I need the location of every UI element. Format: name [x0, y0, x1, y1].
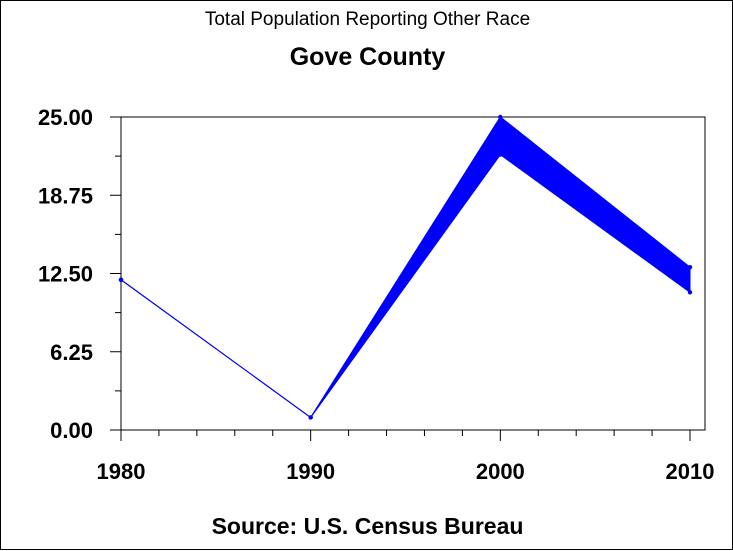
- x-axis: 1980 1990 2000 2010: [97, 430, 715, 484]
- data-point: [687, 265, 693, 270]
- source-note: Source: U.S. Census Bureau: [211, 513, 524, 539]
- data-point: [498, 114, 503, 120]
- chart-subtitle: Total Population Reporting Other Race: [204, 9, 531, 30]
- x-tick-label: 2010: [666, 459, 715, 484]
- series-line-1: [120, 116, 691, 419]
- y-tick-label: 0.00: [50, 418, 93, 443]
- data-point: [308, 415, 313, 420]
- y-tick-label: 25.00: [38, 105, 93, 130]
- x-tick-label: 1990: [286, 459, 335, 484]
- data-point: [118, 277, 124, 282]
- chart-title: Gove County: [289, 43, 446, 71]
- y-tick-label: 6.25: [50, 340, 93, 365]
- series-line-2: [120, 153, 691, 419]
- y-tick-label: 18.75: [38, 183, 93, 208]
- x-tick-label: 2000: [476, 459, 525, 484]
- y-axis: 0.00 6.25 12.50 18.75 25.00: [38, 105, 121, 443]
- data-point: [687, 290, 693, 295]
- data-point: [498, 152, 503, 157]
- x-tick-label: 1980: [97, 459, 146, 484]
- series-layer: [118, 114, 693, 420]
- y-tick-label: 12.50: [38, 262, 93, 287]
